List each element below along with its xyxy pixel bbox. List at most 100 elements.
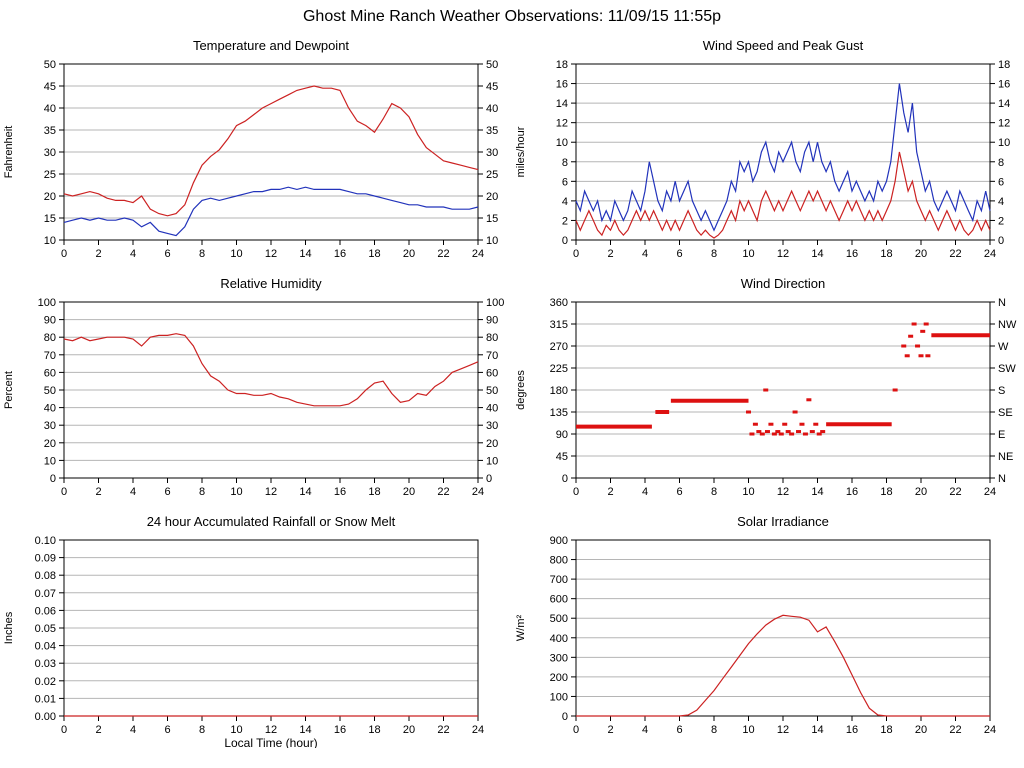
x-tick-label: 4 (130, 248, 136, 260)
x-axis: 0 2 4 6 8 10 12 14 16 18 20 22 24 (61, 478, 484, 498)
x-tick-label: 14 (299, 248, 311, 260)
x-tick-label: 18 (880, 724, 892, 736)
series-wind-direction-point (764, 430, 770, 434)
series-wind-direction-point (813, 422, 819, 426)
x-tick-label: 14 (811, 724, 823, 736)
y-tick-label-right: 15 (486, 213, 498, 225)
y-tick-label-right: S (998, 385, 1005, 397)
series-wind-direction-point (749, 432, 755, 436)
series-wind-direction-point (925, 354, 931, 358)
y-tick-label: 0 (562, 473, 568, 485)
x-tick-label: 8 (199, 486, 205, 498)
x-tick-label: 12 (265, 724, 277, 736)
y-tick-label-right: 20 (486, 191, 498, 203)
series-wind-direction-point (908, 334, 914, 338)
x-tick-label: 24 (472, 248, 484, 260)
series-wind-direction-point (809, 430, 815, 434)
x-tick-label: 10 (742, 486, 754, 498)
x-tick-label: 0 (573, 486, 579, 498)
y-tick-label: 8 (562, 157, 568, 169)
y-tick-label-right: 90 (486, 315, 498, 327)
y-tick-label: 90 (556, 429, 568, 441)
x-tick-label: 2 (95, 724, 101, 736)
y-tick-label: 900 (550, 535, 568, 547)
y-tick-label-right: 14 (998, 98, 1010, 110)
y-tick-label: 30 (44, 420, 56, 432)
series-peak-gust (575, 83, 991, 232)
x-tick-label: 2 (95, 248, 101, 260)
series-wind-direction-point (756, 430, 762, 434)
y-tick-label-right: N (998, 473, 1006, 485)
series-wind-direction-point (802, 432, 808, 436)
x-tick-label: 16 (846, 724, 858, 736)
x-tick-label: 14 (811, 248, 823, 260)
x-tick-label: 2 (95, 486, 101, 498)
x-tick-label: 8 (711, 248, 717, 260)
series-wind-direction-point (892, 388, 898, 392)
x-axis: 0 2 4 6 8 10 12 14 16 18 20 22 24 (573, 240, 996, 260)
y-tick-label-right: 35 (486, 125, 498, 137)
y-tick-label-right: 10 (998, 137, 1010, 149)
x-tick-label: 18 (880, 248, 892, 260)
y-tick-label-right: 30 (486, 147, 498, 159)
y-tick-label: 45 (556, 451, 568, 463)
series-wind-direction-point (915, 344, 921, 348)
y-tick-label: 400 (550, 633, 568, 645)
y-tick-label-right: 12 (998, 118, 1010, 130)
y-tick-label: 40 (44, 403, 56, 415)
x-tick-label: 6 (676, 486, 682, 498)
x-tick-label: 20 (915, 248, 927, 260)
x-axis: 0 2 4 6 8 10 12 14 16 18 20 22 24 (573, 478, 996, 498)
y-tick-label: 800 (550, 555, 568, 567)
x-tick-label: 4 (130, 486, 136, 498)
x-tick-label: 14 (811, 486, 823, 498)
x-tick-label: 12 (777, 486, 789, 498)
x-tick-label: 12 (265, 486, 277, 498)
x-tick-label: 18 (368, 248, 380, 260)
y-tick-label-right: 45 (486, 81, 498, 93)
x-tick-label: 0 (573, 248, 579, 260)
x-tick-label: 16 (846, 486, 858, 498)
weather-dashboard: Ghost Mine Ranch Weather Observations: 1… (0, 8, 1024, 748)
y-tick-label-right: 10 (486, 235, 498, 247)
x-tick-label: 0 (61, 724, 67, 736)
y-tick-label: 50 (44, 385, 56, 397)
x-tick-label: 18 (368, 486, 380, 498)
y-tick-label: 0.08 (35, 570, 56, 582)
y-tick-label-right: 60 (486, 367, 498, 379)
y-tick-label: 315 (550, 319, 568, 331)
x-tick-label: 20 (403, 486, 415, 498)
gridlines (64, 85, 478, 219)
y-tick-label: 14 (556, 98, 568, 110)
y-tick-label: 10 (556, 137, 568, 149)
series-wind-direction-point (820, 430, 826, 434)
y-tick-label-right: 6 (998, 176, 1004, 188)
y-tick-label: 90 (44, 315, 56, 327)
y-tick-label: 25 (44, 169, 56, 181)
y-tick-label: 2 (562, 215, 568, 227)
y-tick-label: 70 (44, 350, 56, 362)
x-tick-label: 6 (676, 724, 682, 736)
series-wind-direction-point (904, 354, 910, 358)
x-tick-label: 24 (984, 248, 996, 260)
series-wind-direction-point (763, 388, 769, 392)
y-axis-label: Inches (3, 611, 15, 644)
x-tick-label: 0 (573, 724, 579, 736)
x-tick-label: 16 (334, 248, 346, 260)
y-axis: 0 0 10 10 20 20 30 30 40 40 50 50 60 60 70 70 80 80 90 90 10… (38, 297, 505, 485)
x-axis-label: Local Time (hour) (224, 736, 317, 748)
plot-border (63, 63, 479, 241)
series-wind-direction-point (920, 329, 926, 333)
series-group (575, 83, 991, 239)
series-group (63, 85, 479, 237)
series-wind-direction-point (911, 322, 917, 326)
series-wind-direction-point (789, 432, 795, 436)
x-tick-label: 16 (334, 486, 346, 498)
y-tick-label-right: 70 (486, 350, 498, 362)
y-tick-label: 6 (562, 176, 568, 188)
y-tick-label: 15 (44, 213, 56, 225)
gridlines (576, 323, 990, 457)
y-tick-label-right: 10 (486, 455, 498, 467)
charts-grid: Temperature and Dewpoint Fahrenheit 10 10 15… (0, 34, 1024, 748)
